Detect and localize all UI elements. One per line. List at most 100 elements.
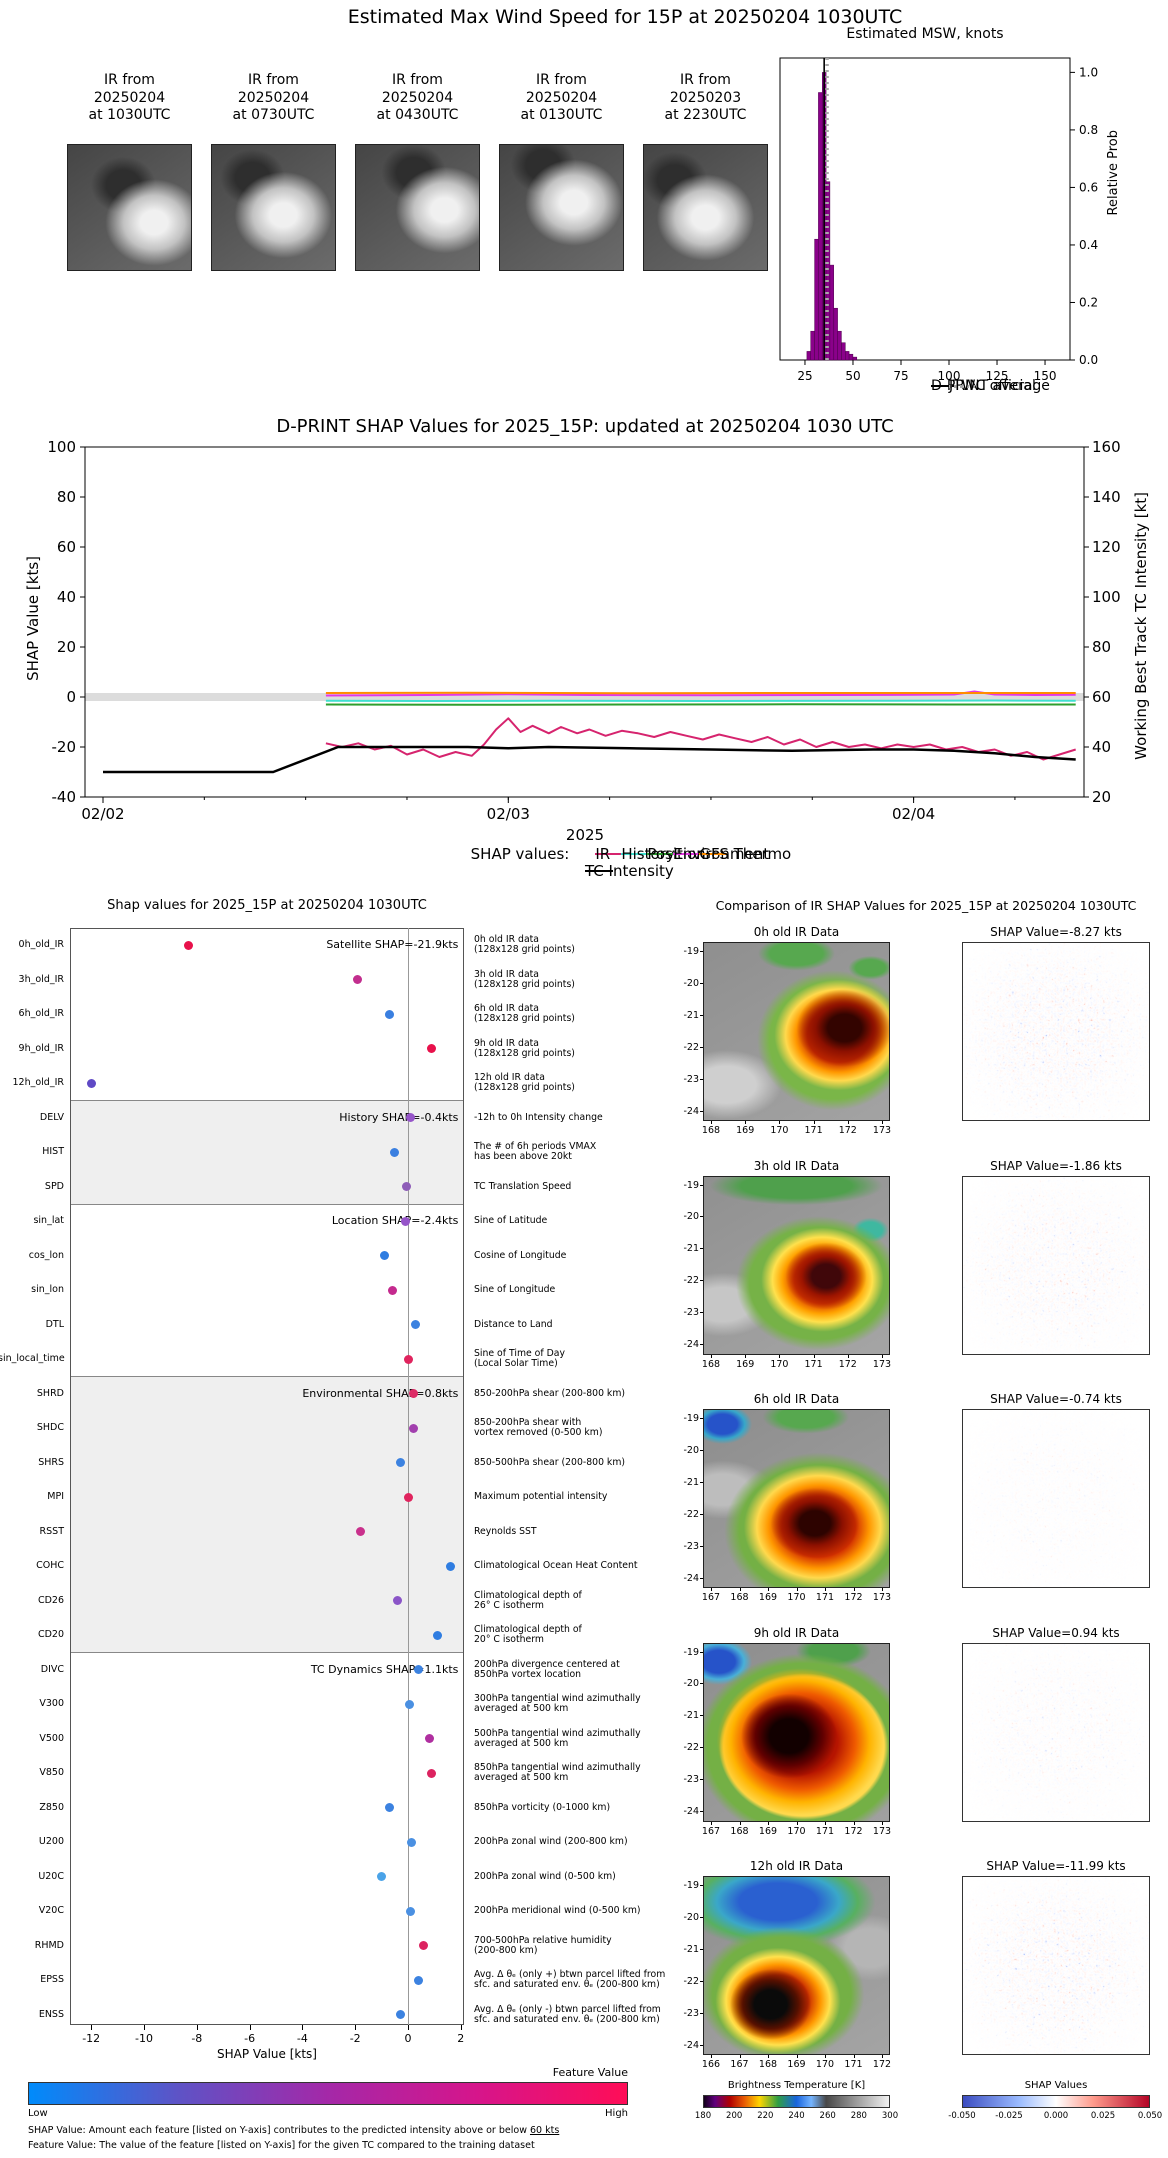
shap-colorbar-tick-label: 0.000 [1043, 2111, 1069, 2121]
lon-tick [739, 2055, 741, 2058]
bt-colorbar-label: Brightness Temperature [K] [727, 2080, 866, 2091]
page-title: Estimated Max Wind Speed for 15P at 2025… [347, 6, 903, 28]
x-tick-label: 100 [938, 369, 961, 383]
y-tick-label: 0.2 [1079, 295, 1098, 309]
lon-tick [768, 1821, 769, 1825]
y-tick-label-left: 60 [56, 538, 76, 556]
lat-tick [700, 1280, 703, 1282]
feature-desc: 850hPa tangential wind azimuthally avera… [474, 1762, 641, 1784]
line-swatch-solid [931, 385, 957, 387]
speckle-fade-overlay [963, 1877, 1149, 2054]
lat-tick [700, 1779, 703, 1781]
y-tick-label-right: 100 [1092, 588, 1121, 606]
shap-panel-title: SHAP Value=-1.86 kts [990, 1158, 1122, 1173]
lon-tick-label: 170 [770, 1125, 789, 1136]
feature-desc: 850-200hPa shear with vortex removed (0-… [474, 1417, 603, 1439]
lat-tick-label: -22 [683, 1975, 699, 1987]
feature-label: DELV [39, 1111, 64, 1123]
shap-dot [419, 1941, 429, 1950]
lat-tick-label: -24 [683, 2039, 699, 2051]
lon-tick-label: 168 [701, 1125, 721, 1136]
lon-tick [711, 1821, 712, 1825]
series-line-tc-intensity [103, 745, 1076, 774]
line-swatch [647, 853, 676, 855]
lat-tick [700, 1885, 703, 1886]
lon-tick [853, 1821, 855, 1825]
ir-thumbnail-image [643, 144, 768, 271]
feature-desc: Maximum potential intensity [474, 1491, 608, 1502]
series-line-position [325, 703, 1076, 706]
lat-tick-label: -23 [683, 2007, 699, 2019]
section-header: Satellite SHAP=-21.9kts [326, 938, 459, 951]
shap-value-panel [962, 942, 1150, 1121]
y-tick-label-left: 80 [56, 488, 76, 506]
feature-label: DTL [45, 1318, 64, 1330]
lat-tick-label: -20 [683, 1678, 699, 1690]
section-header: Environmental SHAP=0.8kts [302, 1386, 459, 1400]
feature-label: HIST [42, 1146, 64, 1157]
ir-panel-title: 9h old IR Data [753, 1625, 840, 1640]
histogram-bar [837, 330, 842, 361]
lon-tick [739, 1821, 741, 1825]
feature-label: MPI [47, 1491, 64, 1502]
lon-tick [853, 1588, 855, 1591]
feature-label: 0h_old_IR [18, 939, 64, 950]
bt-colorbar-tick-label: 280 [850, 2111, 867, 2121]
shap-colorbar-tick-label: -0.050 [948, 2111, 976, 2121]
x-tick-label: 2 [457, 2032, 465, 2045]
dotplot-section-bg [70, 1652, 465, 2025]
timeseries-legend-row1: SHAP values: IR History Position Environment… [85, 845, 1085, 863]
x-tick-label: 25 [797, 369, 812, 383]
legend-label: D-PRINT average [931, 378, 1050, 394]
speckle-fade-overlay [963, 1176, 1149, 1354]
ir-thumbnail-label: IR from 20250204 at 0130UTC [520, 72, 603, 123]
lat-tick [700, 1344, 703, 1345]
feature-desc: 12h old IR data (128x128 grid points) [474, 1072, 575, 1094]
shap-dot [407, 1837, 417, 1847]
legend-label: IR [595, 845, 611, 863]
lat-tick [700, 2044, 703, 2046]
y-tick-label-right: 80 [1092, 638, 1112, 656]
feature-label: V300 [39, 1698, 64, 1709]
lat-tick-label: -22 [683, 1041, 699, 1053]
ir-data-panel [703, 1175, 890, 1355]
bt-colorbar-tick-label: 260 [819, 2111, 836, 2121]
lat-tick [700, 1747, 703, 1749]
feature-label: DIVC [40, 1663, 64, 1675]
lat-tick [700, 1651, 703, 1653]
y-tick-label-right: 140 [1092, 488, 1121, 506]
feature-desc: Distance to Land [474, 1318, 553, 1330]
lon-tick [847, 1121, 849, 1124]
ir-data-panel [703, 942, 890, 1121]
shap-dot [411, 1320, 421, 1329]
lon-tick-label: 171 [815, 1825, 835, 1837]
lat-tick [700, 951, 703, 952]
feature-label: V850 [39, 1767, 64, 1778]
zero-gridline [408, 928, 409, 2025]
line-swatch [595, 853, 624, 855]
shap-colorbar-tick-label: -0.025 [995, 2111, 1023, 2121]
ir-comparison-title: Comparison of IR SHAP Values for 2025_15… [715, 898, 1137, 913]
histogram-bar [852, 356, 858, 361]
feature-desc: 9h old IR data (128x128 grid points) [474, 1037, 575, 1059]
lat-tick-label: -22 [683, 1508, 699, 1520]
series-line-environment [325, 690, 1076, 697]
feature-label: SHRD [36, 1387, 64, 1399]
lon-tick [768, 1588, 769, 1591]
timeseries-xlabel: 2025 [565, 826, 605, 844]
lat-tick-label: -23 [683, 1540, 699, 1552]
histogram-bar [845, 351, 850, 361]
feature-label: sin_lon [31, 1284, 64, 1295]
speckle-fade-overlay [963, 1643, 1149, 1821]
lon-tick [813, 1121, 815, 1124]
bt-colorbar-tick-label: 220 [757, 2111, 774, 2121]
feature-desc: Reynolds SST [474, 1525, 537, 1537]
ir-thumbnail-image [67, 144, 192, 271]
lon-tick [847, 1354, 849, 1358]
ir-data-panel [703, 1876, 890, 2055]
dotplot-xlabel: SHAP Value [kts] [217, 2047, 317, 2061]
shap-dot [406, 1906, 416, 1916]
x-tick-label: 02/04 [891, 805, 936, 823]
y-tick-label-left: 40 [56, 588, 76, 606]
feature-label: RHMD [34, 1939, 64, 1951]
